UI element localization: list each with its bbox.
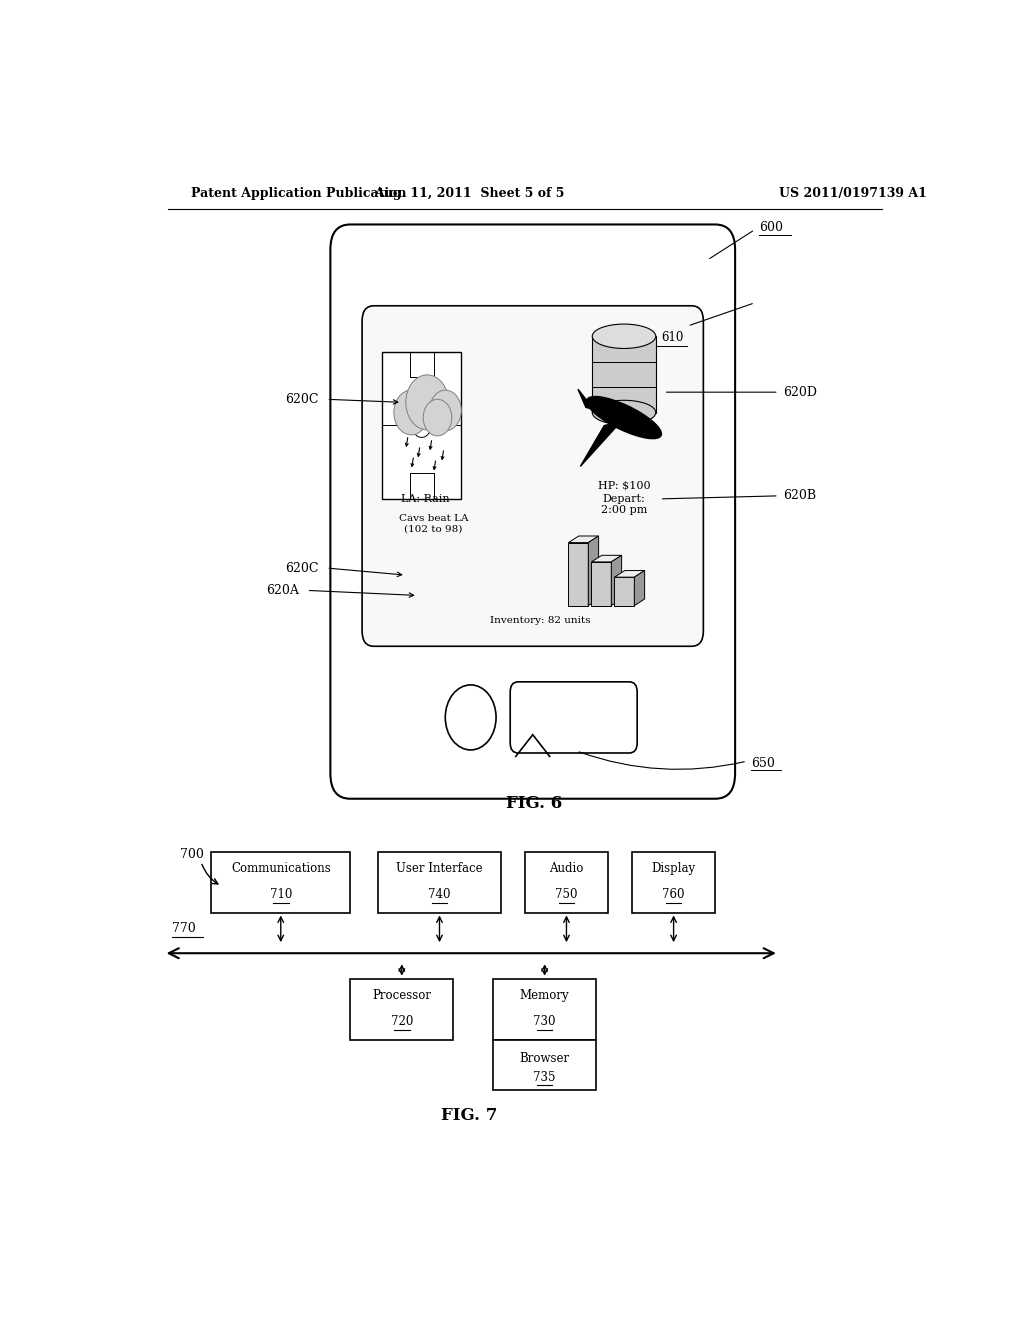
Bar [211,851,350,912]
Circle shape [406,375,449,430]
Text: Patent Application Publication: Patent Application Publication [191,187,407,201]
Text: Communications: Communications [230,862,331,875]
Polygon shape [592,556,622,562]
Text: Cavs beat LA
(102 to 98): Cavs beat LA (102 to 98) [398,513,468,533]
Text: Processor: Processor [373,990,431,1002]
Bar [632,851,715,912]
Bar [382,351,461,499]
Text: US 2011/0197139 A1: US 2011/0197139 A1 [778,187,927,201]
Text: 620C: 620C [285,561,318,574]
Circle shape [394,391,429,434]
Ellipse shape [592,325,655,348]
Bar [592,337,655,412]
Circle shape [420,424,423,428]
Polygon shape [578,389,594,409]
Bar [350,978,454,1040]
Text: 700: 700 [179,849,204,861]
Text: Inventory: 82 units: Inventory: 82 units [490,615,591,624]
Text: 735: 735 [534,1072,556,1084]
Text: 710: 710 [269,888,292,900]
Text: 620A: 620A [266,583,299,597]
Text: Depart:
2:00 pm: Depart: 2:00 pm [601,494,647,515]
FancyBboxPatch shape [362,306,703,647]
Text: Memory: Memory [520,990,569,1002]
Ellipse shape [592,400,655,425]
Text: Display: Display [651,862,695,875]
FancyBboxPatch shape [331,224,735,799]
Bar [494,1040,596,1090]
Text: Aug. 11, 2011  Sheet 5 of 5: Aug. 11, 2011 Sheet 5 of 5 [374,187,564,201]
Text: HP: $100: HP: $100 [598,480,650,491]
Bar [614,577,634,606]
Text: LA: Rain: LA: Rain [401,494,450,504]
Text: 760: 760 [663,888,685,900]
Circle shape [430,391,462,430]
Text: 610: 610 [662,331,684,345]
Circle shape [423,399,452,436]
Text: 620D: 620D [782,385,817,399]
Bar [524,851,608,912]
Text: 770: 770 [172,921,196,935]
Text: 720: 720 [390,1015,413,1028]
Polygon shape [614,570,645,577]
Polygon shape [568,536,599,543]
Bar [494,978,596,1040]
Text: Audio: Audio [549,862,584,875]
Text: FIG. 6: FIG. 6 [506,796,562,812]
Polygon shape [588,536,599,606]
Text: User Interface: User Interface [396,862,482,875]
Polygon shape [634,570,645,606]
Polygon shape [611,556,622,606]
Text: 620B: 620B [782,490,816,503]
Bar [592,562,611,606]
Text: FIG. 7: FIG. 7 [441,1107,498,1125]
Polygon shape [581,416,636,466]
Text: 730: 730 [534,1015,556,1028]
Text: Browser: Browser [519,1052,569,1065]
Bar [378,851,501,912]
Text: 620C: 620C [285,393,318,405]
Circle shape [445,685,496,750]
Ellipse shape [587,396,662,438]
Text: 650: 650 [751,756,775,770]
Text: 600: 600 [759,220,783,234]
FancyBboxPatch shape [510,682,637,752]
Bar [568,543,589,606]
Text: 740: 740 [428,888,451,900]
Text: 750: 750 [555,888,578,900]
